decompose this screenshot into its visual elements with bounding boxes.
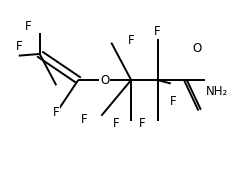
Text: F: F (128, 34, 134, 46)
Text: F: F (170, 95, 176, 108)
Text: O: O (100, 74, 109, 86)
Text: F: F (154, 25, 161, 38)
Text: NH₂: NH₂ (206, 85, 228, 98)
Text: O: O (193, 42, 202, 55)
Text: F: F (15, 40, 22, 53)
Text: F: F (139, 117, 146, 130)
Text: F: F (80, 113, 87, 126)
Text: F: F (25, 21, 32, 33)
Text: F: F (112, 117, 119, 130)
Text: F: F (53, 106, 60, 119)
